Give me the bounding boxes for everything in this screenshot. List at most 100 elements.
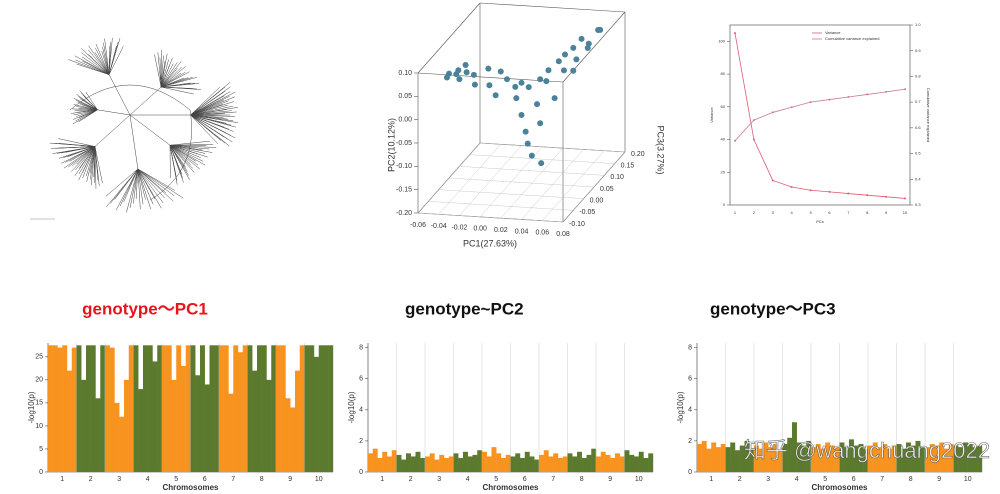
branch: [190, 105, 233, 116]
series-line: [734, 33, 906, 199]
snp-band: [304, 345, 310, 472]
snp-band: [910, 445, 916, 472]
snp-band: [877, 447, 883, 472]
snp-band: [872, 442, 878, 472]
branch: [169, 145, 193, 169]
snp-band: [95, 398, 101, 472]
branch: [63, 146, 96, 169]
snp-band: [162, 345, 167, 472]
point: [485, 65, 492, 72]
watermark: 知乎 @wangchuang2022: [744, 438, 990, 463]
snp-band: [425, 456, 430, 472]
branch: [74, 109, 98, 111]
branch: [129, 168, 139, 209]
snp-band: [147, 345, 153, 472]
snp-band: [252, 370, 258, 472]
point: [537, 120, 544, 127]
point: [470, 71, 477, 78]
snp-band: [600, 451, 606, 472]
y-tick-label: 2: [359, 438, 363, 445]
branch: [94, 146, 97, 189]
branch: [137, 168, 164, 204]
point: [570, 67, 577, 74]
branch: [160, 59, 169, 88]
snp-band: [815, 444, 821, 472]
snp-band: [463, 451, 468, 472]
point: [562, 51, 568, 58]
grid-line: [417, 212, 564, 223]
snp-band: [128, 345, 134, 472]
branch: [157, 52, 162, 88]
branch: [160, 55, 164, 88]
snp-band: [257, 345, 262, 472]
snp-band: [453, 453, 459, 472]
snp-band: [247, 345, 253, 472]
snp-band: [777, 450, 783, 472]
snp-band: [558, 458, 563, 472]
snp-band: [834, 447, 840, 472]
snp-band: [52, 345, 58, 472]
y-tick-label: 4: [688, 407, 692, 414]
y2-tick-label: 0.8: [915, 73, 921, 78]
snp-band: [849, 439, 854, 472]
snp-band: [948, 444, 954, 472]
snp-band: [534, 459, 540, 472]
point: [537, 76, 544, 83]
x-tick-label: 4: [466, 476, 470, 483]
snp-band: [749, 448, 755, 472]
x-tick-label: 0.00: [473, 226, 487, 233]
snp-band: [328, 345, 334, 472]
point: [463, 69, 470, 76]
snp-band: [868, 445, 873, 472]
y-tick-label: 80: [721, 71, 726, 76]
branch: [190, 107, 239, 116]
grid-line: [438, 189, 584, 199]
branch: [169, 145, 204, 162]
branch: [119, 168, 139, 207]
branch: [160, 62, 178, 88]
snp-band: [90, 345, 96, 472]
branch: [170, 144, 214, 146]
x-tick-label: 9: [885, 210, 888, 215]
legend-label: Variance: [825, 30, 841, 35]
snp-band: [901, 448, 907, 472]
y-tick-label: 20: [721, 169, 726, 174]
snp-band: [634, 456, 639, 472]
branch: [78, 146, 96, 181]
snp-band: [648, 453, 654, 472]
branch: [170, 144, 217, 148]
z-tick-label: 0.00: [590, 198, 604, 205]
snp-band: [396, 454, 402, 472]
snp-band: [768, 447, 774, 472]
snp-band: [448, 456, 454, 472]
point: [752, 119, 755, 122]
y-tick-label: 100: [718, 38, 725, 43]
z-axis-label: PC3(3.27%): [656, 125, 666, 174]
point: [866, 93, 869, 96]
x-tick-label: 7: [847, 210, 850, 215]
box-edge: [417, 2, 481, 74]
snp-band: [200, 345, 205, 472]
chart-title: genotype～PC3: [710, 299, 836, 318]
snp-band: [915, 440, 921, 472]
point: [904, 88, 906, 91]
branch: [190, 91, 231, 116]
point: [595, 27, 602, 34]
branch: [160, 72, 182, 88]
z-tick-label: -0.10: [569, 221, 585, 228]
snp-band: [166, 345, 172, 472]
point: [524, 140, 531, 147]
snp-band: [318, 345, 324, 472]
point: [570, 44, 577, 51]
snp-band: [796, 442, 802, 472]
branch: [169, 145, 199, 166]
snp-band: [223, 345, 229, 472]
x-axis-label: Chromosomes: [482, 483, 539, 492]
snp-band: [773, 444, 778, 472]
branch: [190, 114, 222, 132]
snp-band: [925, 447, 930, 472]
snp-band: [716, 447, 721, 472]
snp-band: [839, 442, 845, 472]
branch: [94, 146, 100, 186]
point: [543, 78, 550, 85]
